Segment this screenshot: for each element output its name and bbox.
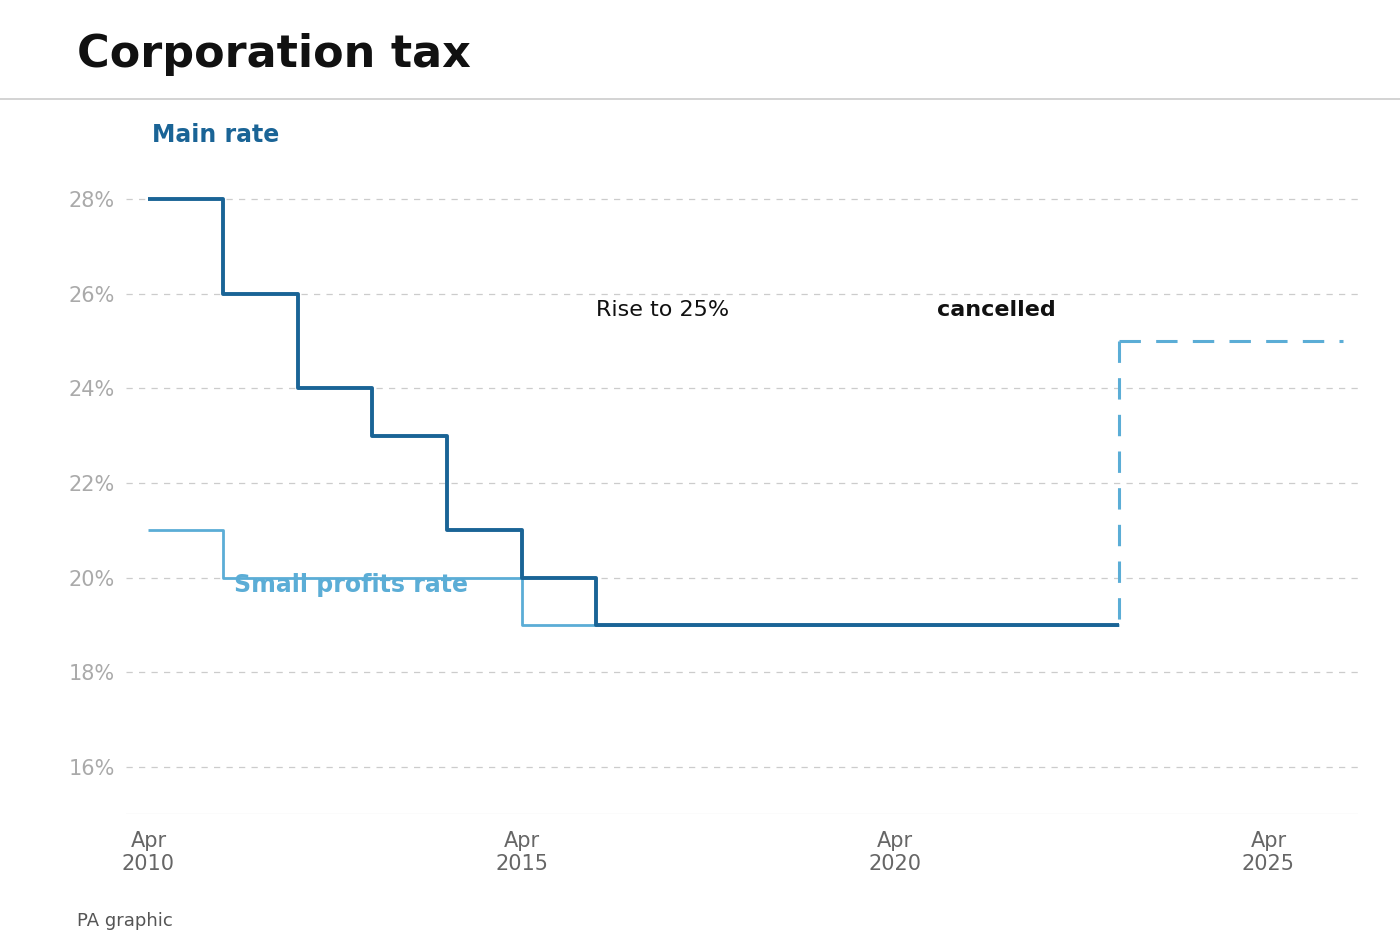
Text: cancelled: cancelled [937,299,1056,320]
Text: Main rate: Main rate [153,123,280,147]
Text: Rise to 25%: Rise to 25% [596,299,736,320]
Text: Corporation tax: Corporation tax [77,33,470,76]
Text: PA graphic: PA graphic [77,912,172,930]
Text: Small profits rate: Small profits rate [234,573,468,597]
